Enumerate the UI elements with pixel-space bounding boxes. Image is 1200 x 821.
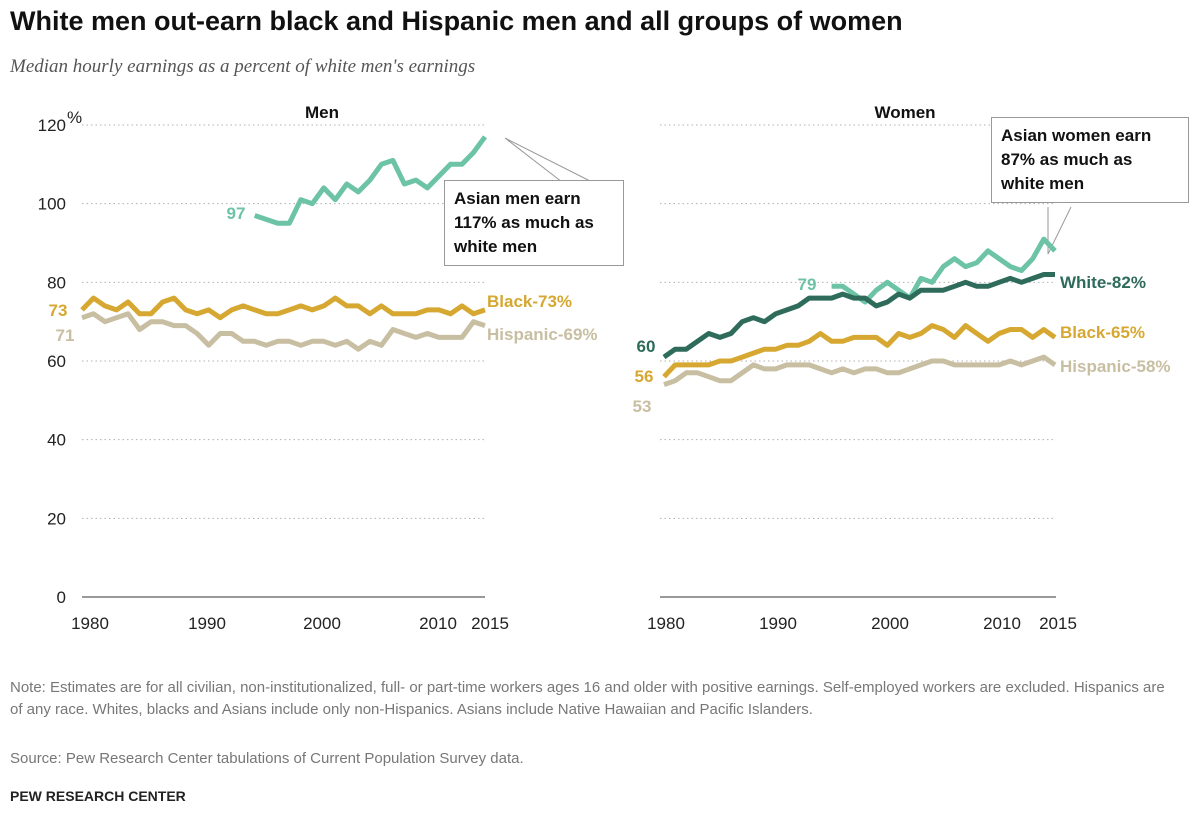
start-label-black: 56 (635, 367, 654, 386)
x-tick-label: 1980 (71, 614, 109, 633)
series-line-men-black (80, 295, 486, 321)
brand-logo-text: PEW RESEARCH CENTER (10, 788, 186, 804)
chart-title: White men out-earn black and Hispanic me… (10, 6, 903, 36)
end-label-white: White-82% (1060, 273, 1146, 292)
end-label-black: Black-65% (1060, 323, 1145, 342)
chart-note: Note: Estimates are for all civilian, no… (10, 679, 1165, 718)
end-label-hispanic: Hispanic-58% (1060, 357, 1171, 376)
x-tick-label: 2000 (871, 614, 909, 633)
series-line-men-asian (253, 135, 488, 226)
callout-asian-men: Asian men earn 117% as much as white men (444, 180, 624, 266)
y-tick-label: 0 (57, 588, 66, 607)
y-tick-label: 100 (38, 195, 66, 214)
start-label-asian: 79 (798, 275, 817, 294)
panel-title-men: Men (305, 103, 339, 122)
y-tick-label: 120 (38, 116, 66, 135)
y-tick-label: 20 (47, 509, 66, 528)
callout-pointer (1047, 206, 1072, 255)
end-label-hispanic: Hispanic-69% (487, 325, 598, 344)
start-label-black: 73 (49, 301, 68, 320)
end-label-black: Black-73% (487, 292, 572, 311)
chart-source: Source: Pew Research Center tabulations … (10, 750, 524, 767)
series-line-women-white (662, 272, 1055, 360)
x-tick-label: 1980 (647, 614, 685, 633)
y-unit-label: % (67, 108, 82, 127)
start-label-hispanic: 71 (56, 326, 75, 345)
callout-asian-women: Asian women earn 87% as much as white me… (991, 117, 1189, 203)
series-line-women-hispanic (663, 354, 1057, 387)
x-tick-label: 1990 (188, 614, 226, 633)
x-tick-label: 1990 (759, 614, 797, 633)
start-label-asian: 97 (227, 204, 246, 223)
y-tick-label: 40 (47, 431, 66, 450)
x-tick-label: 2010 (983, 614, 1021, 633)
start-label-white: 60 (637, 337, 656, 356)
series-line-men-hispanic (81, 311, 486, 352)
callout-pointer (504, 137, 593, 183)
panel-title-women: Women (874, 103, 935, 122)
x-tick-label: 2000 (303, 614, 341, 633)
series-line-women-black (662, 323, 1057, 379)
x-tick-label: 2015 (1039, 614, 1077, 633)
x-tick-label: 2010 (419, 614, 457, 633)
x-tick-label: 2015 (471, 614, 509, 633)
chart-subtitle: Median hourly earnings as a percent of w… (10, 56, 476, 77)
y-tick-label: 60 (47, 352, 66, 371)
start-label-hispanic: 53 (633, 397, 652, 416)
y-tick-label: 80 (47, 273, 66, 292)
